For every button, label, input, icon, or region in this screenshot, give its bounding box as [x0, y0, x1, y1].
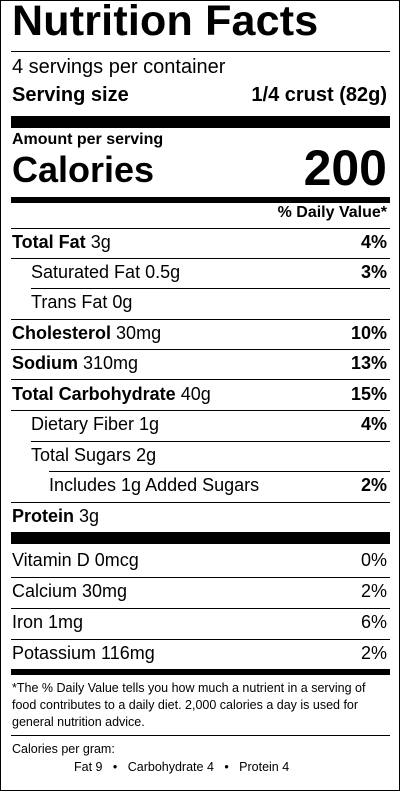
nutrient-total-sugars: Total Sugars 2g [31, 445, 157, 465]
potassium-dv: 2% [360, 643, 387, 663]
nutrient-total-fat: Total Fat 3g [12, 232, 111, 252]
footnote: *The % Daily Value tells you how much a … [12, 681, 366, 729]
nutrient-saturated-fat-dv: 3% [360, 262, 387, 282]
daily-value-header: % Daily Value* [277, 204, 387, 221]
divider [11, 735, 390, 736]
nutrient-added-sugars-dv: 2% [360, 475, 387, 495]
medium-divider [11, 197, 390, 203]
divider [11, 319, 390, 320]
serving-size-label: Serving size [12, 84, 129, 106]
nutrient-cholesterol-dv: 10% [350, 323, 387, 343]
divider [11, 639, 390, 640]
nutrient-added-sugars: Includes 1g Added Sugars [49, 475, 260, 495]
nutrient-sodium-dv: 13% [350, 353, 387, 373]
nutrient-saturated-fat: Saturated Fat 0.5g [31, 262, 181, 282]
calories-per-gram-label: Calories per gram: [12, 742, 115, 756]
potassium: Potassium 116mg [12, 643, 155, 663]
calories-per-gram-values: Fat 9 • Carbohydrate 4 • Protein 4 [74, 760, 290, 774]
iron: Iron 1mg [12, 612, 84, 632]
iron-dv: 6% [360, 612, 387, 632]
nutrient-total-fat-dv: 4% [360, 232, 387, 252]
nutrient-total-carbohydrate-dv: 15% [350, 384, 387, 404]
nutrient-dietary-fiber-dv: 4% [360, 414, 387, 434]
divider [11, 502, 390, 503]
divider [11, 410, 390, 411]
serving-size-value: 1/4 crust (82g) [251, 84, 387, 106]
nutrient-protein: Protein 3g [12, 506, 100, 526]
divider [11, 349, 390, 350]
divider [31, 288, 390, 289]
amount-per-serving: Amount per serving [12, 131, 164, 148]
divider [11, 608, 390, 609]
divider [31, 441, 390, 442]
divider [11, 228, 390, 229]
nutrient-trans-fat: Trans Fat 0g [31, 292, 133, 312]
calories-label: Calories [12, 149, 155, 190]
calories-value: 200 [303, 140, 387, 196]
label-title: Nutrition Facts [12, 0, 319, 45]
vitamin-d-dv: 0% [360, 550, 387, 570]
nutrient-cholesterol: Cholesterol 30mg [12, 323, 162, 343]
divider [11, 577, 390, 578]
medium-divider-footnote [11, 669, 390, 675]
thick-divider-top [11, 116, 390, 128]
vitamin-d: Vitamin D 0mcg [12, 550, 139, 570]
nutrient-total-carbohydrate: Total Carbohydrate 40g [12, 384, 211, 404]
thick-divider-vitamins [11, 532, 390, 544]
divider [11, 379, 390, 380]
nutrient-dietary-fiber: Dietary Fiber 1g [31, 414, 160, 434]
divider [11, 258, 390, 259]
calcium: Calcium 30mg [12, 581, 128, 601]
calcium-dv: 2% [360, 581, 387, 601]
nutrient-sodium: Sodium 310mg [12, 353, 139, 373]
divider [49, 471, 390, 472]
title-divider [11, 51, 390, 52]
servings-per-container: 4 servings per container [12, 56, 226, 78]
